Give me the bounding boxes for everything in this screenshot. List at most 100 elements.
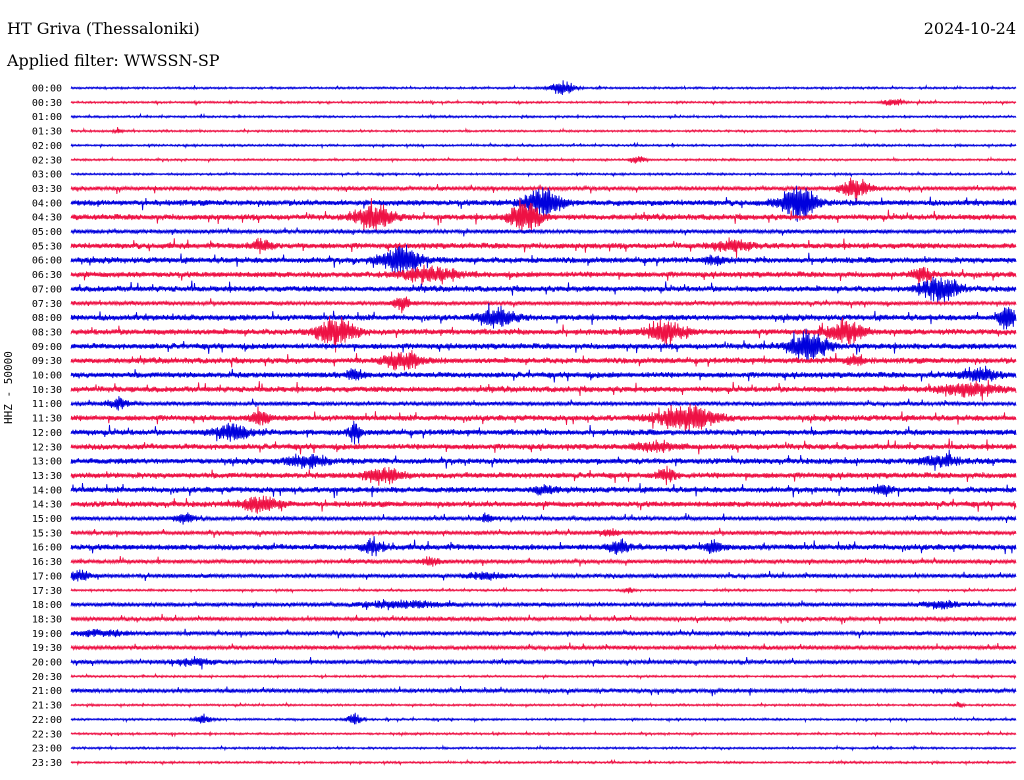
time-label: 04:00 bbox=[32, 198, 62, 209]
trace-line bbox=[70, 112, 1017, 121]
filter-name: WWSSN-SP bbox=[123, 51, 220, 70]
trace-line bbox=[70, 276, 1017, 304]
time-label: 00:00 bbox=[32, 84, 62, 95]
trace-line bbox=[70, 495, 1017, 514]
time-label: 22:00 bbox=[32, 715, 62, 726]
filter-label: Applied filter: WWSSN-SP bbox=[7, 51, 220, 70]
trace-line bbox=[70, 512, 1017, 525]
time-label: 12:00 bbox=[32, 428, 62, 439]
time-label: 08:00 bbox=[32, 313, 62, 324]
trace-line bbox=[70, 420, 1017, 445]
time-label: 19:30 bbox=[32, 643, 62, 654]
date-label: 2024-10-24 bbox=[923, 19, 1016, 38]
trace-line bbox=[70, 527, 1017, 538]
trace-line bbox=[70, 465, 1017, 486]
time-label: 00:30 bbox=[32, 98, 62, 109]
trace-line bbox=[70, 628, 1017, 639]
trace-line bbox=[70, 642, 1017, 652]
time-label: 17:00 bbox=[32, 571, 62, 582]
time-label: 23:00 bbox=[32, 744, 62, 755]
trace-line bbox=[70, 350, 1017, 371]
time-label: 03:30 bbox=[32, 184, 62, 195]
trace-line bbox=[70, 569, 1017, 582]
time-label: 19:00 bbox=[32, 629, 62, 640]
time-label: 21:00 bbox=[32, 686, 62, 697]
time-label: 10:00 bbox=[32, 371, 62, 382]
trace-line bbox=[70, 482, 1017, 499]
trace-line bbox=[70, 365, 1017, 383]
time-label: 16:30 bbox=[32, 557, 62, 568]
trace-line bbox=[70, 328, 1017, 361]
trace-line bbox=[70, 758, 1017, 767]
time-label: 01:30 bbox=[32, 127, 62, 138]
trace-line bbox=[70, 244, 1017, 275]
station-title: HT Griva (Thessaloniki) bbox=[7, 19, 200, 38]
trace-line bbox=[70, 177, 1017, 203]
time-label: 20:30 bbox=[32, 672, 62, 683]
time-label: 07:00 bbox=[32, 284, 62, 295]
time-label: 09:30 bbox=[32, 356, 62, 367]
trace-line bbox=[70, 672, 1017, 681]
trace-line bbox=[70, 613, 1017, 625]
trace-line bbox=[70, 729, 1017, 738]
time-label: 10:30 bbox=[32, 385, 62, 396]
time-label: 06:30 bbox=[32, 270, 62, 281]
trace-line bbox=[70, 599, 1017, 611]
time-label: 13:00 bbox=[32, 457, 62, 468]
trace-line bbox=[70, 198, 1017, 234]
trace-line bbox=[70, 296, 1017, 314]
trace-line bbox=[70, 141, 1017, 150]
trace-line bbox=[70, 264, 1017, 286]
time-label: 14:30 bbox=[32, 500, 62, 511]
time-label: 17:30 bbox=[32, 586, 62, 597]
trace-line bbox=[70, 303, 1017, 330]
time-label: 02:00 bbox=[32, 141, 62, 152]
trace-line bbox=[70, 744, 1017, 752]
time-label: 14:00 bbox=[32, 485, 62, 496]
trace-line bbox=[70, 227, 1017, 237]
time-label: 23:30 bbox=[32, 758, 62, 769]
time-label: 02:30 bbox=[32, 155, 62, 166]
trace-line bbox=[70, 396, 1017, 411]
trace-line bbox=[70, 712, 1017, 725]
time-label: 13:30 bbox=[32, 471, 62, 482]
trace-line bbox=[70, 170, 1017, 178]
trace-line bbox=[70, 237, 1017, 258]
time-label: 05:30 bbox=[32, 241, 62, 252]
trace-line bbox=[70, 536, 1017, 557]
time-label: 08:30 bbox=[32, 327, 62, 338]
time-label: 03:00 bbox=[32, 170, 62, 181]
trace-line bbox=[70, 586, 1017, 594]
filter-prefix: Applied filter: bbox=[7, 51, 119, 70]
time-label: 11:00 bbox=[32, 399, 62, 410]
time-label: 09:00 bbox=[32, 342, 62, 353]
trace-line bbox=[70, 379, 1017, 401]
time-label: 18:00 bbox=[32, 600, 62, 611]
time-label: 16:00 bbox=[32, 543, 62, 554]
trace-line bbox=[70, 127, 1017, 135]
trace-line bbox=[70, 403, 1017, 434]
time-label: 05:00 bbox=[32, 227, 62, 238]
trace-line bbox=[70, 155, 1017, 164]
time-label: 06:00 bbox=[32, 256, 62, 267]
trace-line bbox=[70, 701, 1017, 709]
time-label: 22:30 bbox=[32, 729, 62, 740]
time-label: 04:30 bbox=[32, 213, 62, 224]
trace-line bbox=[70, 656, 1017, 670]
time-label: 15:30 bbox=[32, 528, 62, 539]
trace-line bbox=[70, 449, 1017, 471]
time-label: 18:30 bbox=[32, 614, 62, 625]
time-label: 21:30 bbox=[32, 701, 62, 712]
time-label: 20:00 bbox=[32, 658, 62, 669]
time-label: 07:30 bbox=[32, 299, 62, 310]
trace-line bbox=[70, 686, 1017, 697]
time-label: 11:30 bbox=[32, 414, 62, 425]
trace-line bbox=[70, 80, 1017, 96]
time-label: 01:00 bbox=[32, 112, 62, 123]
trace-line bbox=[70, 316, 1017, 353]
trace-line bbox=[70, 98, 1017, 107]
time-label: 12:30 bbox=[32, 442, 62, 453]
trace-line bbox=[70, 555, 1017, 567]
trace-line bbox=[70, 438, 1017, 455]
